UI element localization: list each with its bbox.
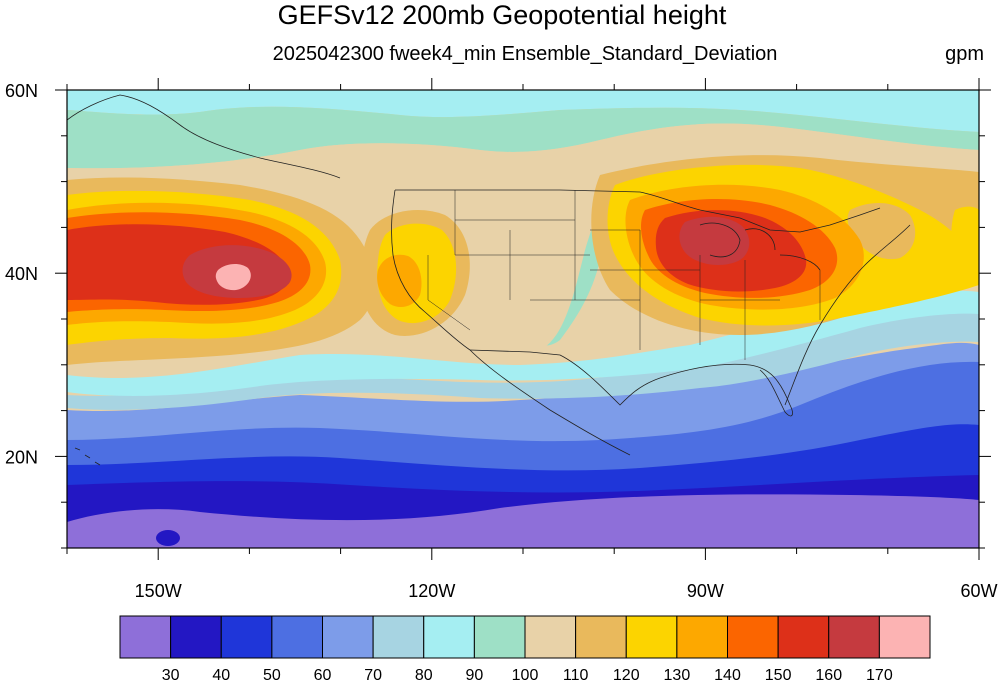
colorbar-swatch — [676, 615, 728, 659]
colorbar-swatch — [727, 615, 779, 659]
colorbar-label: 100 — [512, 667, 539, 683]
us-west-coast — [391, 189, 471, 351]
colorbar-swatch — [625, 615, 678, 659]
us-canada-border — [395, 189, 881, 233]
colorbar-swatch — [828, 615, 880, 659]
colorbar-label: 80 — [415, 667, 433, 683]
colorbar-swatch — [575, 615, 627, 659]
colorbar-label: 110 — [563, 667, 589, 683]
contour-below-30 — [67, 494, 979, 548]
gulf-coast — [659, 363, 793, 417]
colorbar-label: 140 — [714, 667, 741, 683]
colorbar-swatch — [220, 615, 273, 659]
hawaii-islands — [74, 447, 101, 466]
lat-tick-label: 40N — [5, 264, 38, 284]
lon-tick-label: 120W — [408, 581, 455, 601]
colorbar-swatch — [119, 615, 172, 659]
alaska-coastline — [67, 94, 341, 179]
contour-80-90-north — [67, 90, 979, 132]
contour-130-140-wcoast — [377, 254, 422, 307]
field-layer — [67, 90, 979, 548]
contour-90-100-north — [67, 106, 979, 169]
colorbar-label: 40 — [212, 667, 230, 683]
colorbar-label: 160 — [815, 667, 842, 683]
colorbar: 30 40 50 60 70 80 90 100 110 120 130 140 150 160 170 — [119, 615, 931, 683]
coastline-layer — [67, 94, 911, 466]
colorbar-label: 120 — [613, 667, 640, 683]
lon-tick-label: 60W — [960, 581, 997, 601]
us-mexico-border — [469, 349, 661, 406]
colorbar-label: 50 — [263, 667, 281, 683]
great-lakes — [699, 222, 821, 271]
contour-100-110 — [67, 123, 979, 350]
colorbar-swatch — [423, 615, 475, 659]
colorbar-label: 70 — [364, 667, 382, 683]
mexico-coast — [469, 349, 631, 456]
lon-tick-label: 90W — [687, 581, 724, 601]
axis-layer: 60N 40N 20N 150W 120W 90W 60W — [5, 78, 998, 601]
colorbar-swatch — [524, 615, 577, 659]
colorbar-swatch — [473, 615, 526, 659]
lon-tick-label: 150W — [135, 581, 182, 601]
colorbar-label: 130 — [664, 667, 691, 683]
contour-below-30-blob — [156, 530, 180, 546]
contour-80-90-south — [67, 290, 979, 396]
map-title: GEFSv12 200mb Geopotential height — [277, 0, 727, 30]
contour-70-80 — [67, 311, 979, 410]
colorbar-swatch — [878, 615, 931, 659]
colorbar-label: 170 — [866, 667, 893, 683]
colorbar-label: 90 — [465, 667, 483, 683]
contour-above-170 — [215, 264, 251, 291]
colorbar-swatch — [271, 615, 323, 659]
colorbar-swatch — [322, 615, 374, 659]
lat-tick-label: 20N — [5, 447, 38, 467]
units-label: gpm — [945, 43, 984, 65]
us-east-coast — [784, 224, 911, 406]
colorbar-swatch — [170, 615, 222, 659]
state-lines — [427, 190, 821, 360]
lat-tick-label: 60N — [5, 81, 38, 101]
colorbar-label: 60 — [314, 667, 332, 683]
colorbar-swatch — [372, 615, 425, 659]
colorbar-swatch — [777, 615, 830, 659]
colorbar-label: 150 — [765, 667, 792, 683]
contour-120-130-atlantic — [951, 206, 979, 281]
contour-120-130-ne — [847, 203, 916, 260]
map-subtitle: 2025042300 fweek4_min Ensemble_Standard_… — [272, 43, 778, 65]
colorbar-label: 30 — [162, 667, 180, 683]
